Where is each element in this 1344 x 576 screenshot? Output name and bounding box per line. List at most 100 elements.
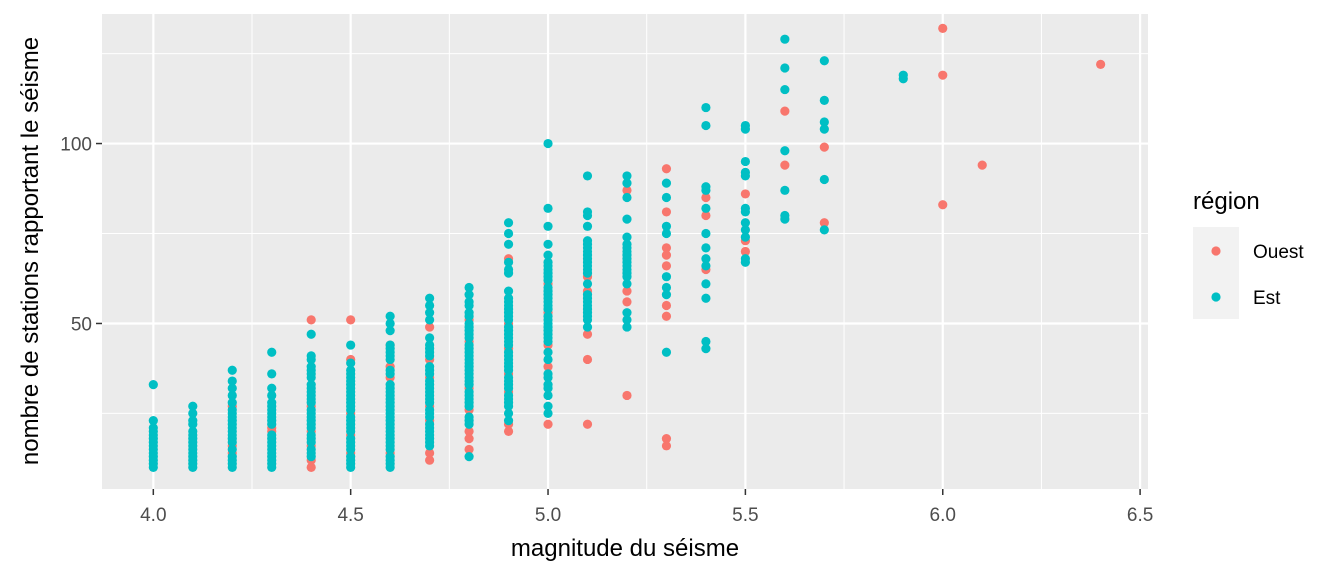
data-point bbox=[938, 23, 948, 33]
data-point bbox=[346, 452, 356, 462]
data-point bbox=[425, 362, 435, 372]
data-point bbox=[661, 434, 672, 444]
data-point bbox=[582, 290, 593, 300]
legend-title: région bbox=[1193, 188, 1260, 215]
data-point bbox=[819, 56, 829, 66]
data-point bbox=[464, 297, 474, 307]
data-point bbox=[701, 192, 711, 203]
data-point bbox=[543, 203, 553, 213]
legend-entries: Ouest Est bbox=[1211, 242, 1304, 309]
data-point bbox=[780, 210, 790, 221]
data-point bbox=[582, 207, 593, 217]
data-point bbox=[188, 426, 198, 437]
data-point bbox=[346, 340, 356, 350]
data-point bbox=[503, 372, 514, 383]
data-point bbox=[267, 390, 277, 401]
data-point bbox=[543, 257, 553, 267]
data-point bbox=[622, 214, 632, 224]
data-point bbox=[622, 279, 632, 289]
data-point bbox=[543, 138, 553, 149]
data-point bbox=[227, 390, 237, 401]
data-point bbox=[622, 315, 632, 325]
data-point bbox=[503, 390, 514, 401]
data-point bbox=[701, 336, 711, 347]
data-point bbox=[503, 347, 514, 357]
legend: région Ouest Est bbox=[1193, 188, 1304, 319]
data-point bbox=[819, 218, 829, 228]
data-point bbox=[740, 246, 750, 257]
data-point bbox=[543, 362, 553, 372]
data-point bbox=[701, 243, 711, 253]
data-point bbox=[622, 308, 632, 318]
x-tick-label: 6.0 bbox=[930, 505, 956, 526]
data-point bbox=[622, 232, 632, 242]
data-point bbox=[306, 405, 316, 415]
data-point bbox=[740, 232, 750, 242]
data-point bbox=[385, 326, 395, 336]
data-point bbox=[425, 405, 435, 415]
data-point bbox=[701, 254, 711, 264]
x-tick-label: 6.5 bbox=[1127, 505, 1153, 526]
data-point bbox=[661, 221, 672, 231]
data-point bbox=[227, 405, 237, 415]
data-point bbox=[622, 297, 632, 307]
data-point bbox=[543, 221, 553, 231]
data-point bbox=[227, 452, 237, 462]
data-point bbox=[938, 70, 948, 80]
data-point bbox=[425, 300, 435, 311]
x-tick-label: 5.5 bbox=[732, 505, 758, 526]
data-point bbox=[661, 300, 672, 311]
data-point bbox=[819, 142, 829, 152]
data-point bbox=[661, 192, 672, 203]
data-point bbox=[780, 146, 790, 156]
x-axis-ticks: 4.0 4.5 5.0 5.5 6.0 6.5 bbox=[140, 489, 1153, 526]
data-point bbox=[425, 455, 435, 465]
data-point bbox=[425, 293, 435, 303]
data-point bbox=[661, 250, 672, 260]
data-point bbox=[701, 210, 711, 221]
data-point bbox=[582, 354, 593, 365]
data-point bbox=[306, 380, 316, 390]
data-point bbox=[661, 290, 672, 300]
data-point bbox=[306, 329, 316, 339]
data-point bbox=[622, 178, 632, 188]
data-point bbox=[543, 311, 553, 321]
legend-key-bg bbox=[1193, 227, 1239, 319]
data-point bbox=[503, 322, 514, 332]
data-point bbox=[819, 124, 829, 134]
data-point bbox=[661, 207, 672, 217]
data-point bbox=[780, 160, 790, 170]
data-point bbox=[425, 308, 435, 318]
data-point bbox=[267, 430, 277, 440]
data-point bbox=[464, 282, 474, 293]
data-point bbox=[385, 380, 395, 390]
data-point bbox=[582, 236, 593, 246]
data-point bbox=[464, 426, 474, 437]
data-point bbox=[543, 239, 553, 249]
data-point bbox=[346, 412, 356, 422]
data-point bbox=[661, 282, 672, 293]
data-point bbox=[425, 340, 435, 350]
data-point bbox=[780, 106, 790, 116]
data-point bbox=[582, 221, 593, 231]
data-point bbox=[780, 63, 790, 73]
data-point bbox=[267, 383, 277, 393]
data-point bbox=[425, 322, 435, 332]
data-point bbox=[780, 84, 790, 95]
y-tick-label: 100 bbox=[60, 135, 92, 156]
x-tick-label: 4.5 bbox=[337, 505, 363, 526]
data-point bbox=[543, 250, 553, 260]
data-point bbox=[740, 189, 750, 199]
data-point bbox=[306, 444, 316, 455]
data-point bbox=[464, 387, 474, 397]
x-axis-title: magnitude du séisme bbox=[511, 535, 739, 562]
data-point bbox=[740, 218, 750, 228]
data-point bbox=[661, 441, 672, 451]
data-point bbox=[503, 286, 514, 296]
data-point bbox=[306, 430, 316, 440]
data-point bbox=[464, 340, 474, 350]
data-point bbox=[148, 423, 158, 433]
data-point bbox=[622, 239, 632, 249]
data-point bbox=[661, 311, 672, 321]
